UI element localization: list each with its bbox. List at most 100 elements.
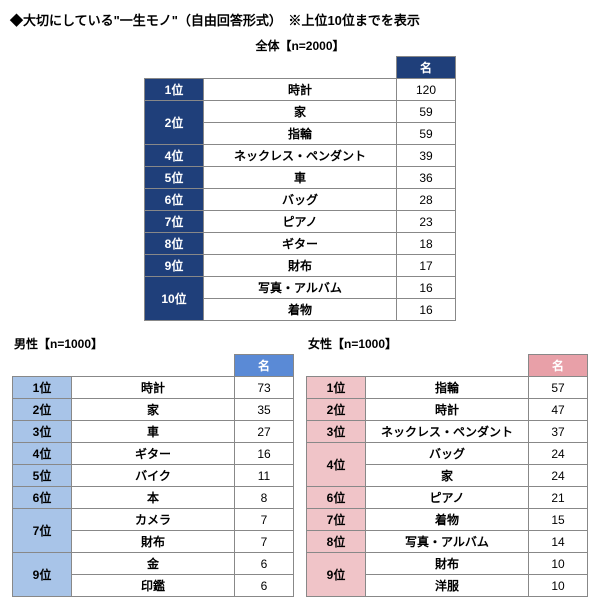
- table-row: 3位車27: [13, 421, 294, 443]
- value-cell: 73: [235, 377, 294, 399]
- header-count: 名: [397, 57, 456, 79]
- value-cell: 14: [529, 531, 588, 553]
- item-cell: 時計: [72, 377, 235, 399]
- value-cell: 39: [397, 145, 456, 167]
- rank-cell: 4位: [13, 443, 72, 465]
- value-cell: 17: [397, 255, 456, 277]
- table-row: 8位写真・アルバム14: [307, 531, 588, 553]
- value-cell: 35: [235, 399, 294, 421]
- rank-cell: 4位: [307, 443, 366, 487]
- female-block: 女性【n=1000】 名1位指輪572位時計473位ネックレス・ペンダント374…: [304, 335, 590, 597]
- female-caption: 女性【n=1000】: [304, 335, 590, 352]
- rank-cell: 1位: [307, 377, 366, 399]
- rank-cell: 7位: [145, 211, 204, 233]
- table-row: 9位財布10: [307, 553, 588, 575]
- table-row: 9位財布17: [145, 255, 456, 277]
- value-cell: 24: [529, 465, 588, 487]
- item-cell: ネックレス・ペンダント: [366, 421, 529, 443]
- table-row: 6位バッグ28: [145, 189, 456, 211]
- overall-caption: 全体【n=2000】: [10, 37, 590, 54]
- rank-cell: 1位: [13, 377, 72, 399]
- rank-cell: 8位: [145, 233, 204, 255]
- rank-cell: 1位: [145, 79, 204, 101]
- item-cell: 家: [366, 465, 529, 487]
- item-cell: 金: [72, 553, 235, 575]
- item-cell: ネックレス・ペンダント: [204, 145, 397, 167]
- item-cell: ピアノ: [366, 487, 529, 509]
- value-cell: 16: [235, 443, 294, 465]
- value-cell: 6: [235, 575, 294, 597]
- item-cell: 写真・アルバム: [366, 531, 529, 553]
- table-row: 2位時計47: [307, 399, 588, 421]
- value-cell: 21: [529, 487, 588, 509]
- item-cell: 洋服: [366, 575, 529, 597]
- rank-cell: 7位: [13, 509, 72, 553]
- value-cell: 8: [235, 487, 294, 509]
- rank-cell: 10位: [145, 277, 204, 321]
- value-cell: 7: [235, 509, 294, 531]
- value-cell: 16: [397, 299, 456, 321]
- value-cell: 16: [397, 277, 456, 299]
- rank-cell: 7位: [307, 509, 366, 531]
- rank-cell: 3位: [13, 421, 72, 443]
- item-cell: 時計: [366, 399, 529, 421]
- value-cell: 57: [529, 377, 588, 399]
- table-row: 6位本8: [13, 487, 294, 509]
- value-cell: 24: [529, 443, 588, 465]
- item-cell: バッグ: [204, 189, 397, 211]
- item-cell: 時計: [204, 79, 397, 101]
- table-row: 4位ネックレス・ペンダント39: [145, 145, 456, 167]
- rank-cell: 9位: [145, 255, 204, 277]
- rank-cell: 2位: [307, 399, 366, 421]
- table-row: 7位着物15: [307, 509, 588, 531]
- value-cell: 59: [397, 101, 456, 123]
- rank-cell: 5位: [13, 465, 72, 487]
- item-cell: カメラ: [72, 509, 235, 531]
- value-cell: 47: [529, 399, 588, 421]
- rank-cell: 3位: [307, 421, 366, 443]
- value-cell: 6: [235, 553, 294, 575]
- table-row: 7位ピアノ23: [145, 211, 456, 233]
- item-cell: バッグ: [366, 443, 529, 465]
- female-table: 名1位指輪572位時計473位ネックレス・ペンダント374位バッグ24家246位…: [306, 354, 588, 597]
- value-cell: 28: [397, 189, 456, 211]
- header-count: 名: [235, 355, 294, 377]
- value-cell: 7: [235, 531, 294, 553]
- rank-cell: 2位: [13, 399, 72, 421]
- table-row: 4位ギター16: [13, 443, 294, 465]
- value-cell: 27: [235, 421, 294, 443]
- table-row: 1位時計120: [145, 79, 456, 101]
- table-row: 2位家35: [13, 399, 294, 421]
- table-row: 6位ピアノ21: [307, 487, 588, 509]
- table-row: 7位カメラ7: [13, 509, 294, 531]
- rank-cell: 5位: [145, 167, 204, 189]
- item-cell: ピアノ: [204, 211, 397, 233]
- value-cell: 120: [397, 79, 456, 101]
- item-cell: バイク: [72, 465, 235, 487]
- header-blank: [13, 355, 235, 377]
- table-row: 5位バイク11: [13, 465, 294, 487]
- header-blank: [307, 355, 529, 377]
- value-cell: 37: [529, 421, 588, 443]
- value-cell: 10: [529, 575, 588, 597]
- rank-cell: 8位: [307, 531, 366, 553]
- item-cell: 家: [72, 399, 235, 421]
- item-cell: 家: [204, 101, 397, 123]
- table-row: 5位車36: [145, 167, 456, 189]
- item-cell: 着物: [366, 509, 529, 531]
- table-row: 9位金6: [13, 553, 294, 575]
- item-cell: ギター: [72, 443, 235, 465]
- value-cell: 36: [397, 167, 456, 189]
- value-cell: 59: [397, 123, 456, 145]
- rank-cell: 9位: [13, 553, 72, 597]
- rank-cell: 6位: [13, 487, 72, 509]
- item-cell: 車: [204, 167, 397, 189]
- value-cell: 10: [529, 553, 588, 575]
- table-row: 1位指輪57: [307, 377, 588, 399]
- value-cell: 15: [529, 509, 588, 531]
- rank-cell: 6位: [307, 487, 366, 509]
- item-cell: 指輪: [366, 377, 529, 399]
- table-row: 4位バッグ24: [307, 443, 588, 465]
- table-row: 8位ギター18: [145, 233, 456, 255]
- rank-cell: 4位: [145, 145, 204, 167]
